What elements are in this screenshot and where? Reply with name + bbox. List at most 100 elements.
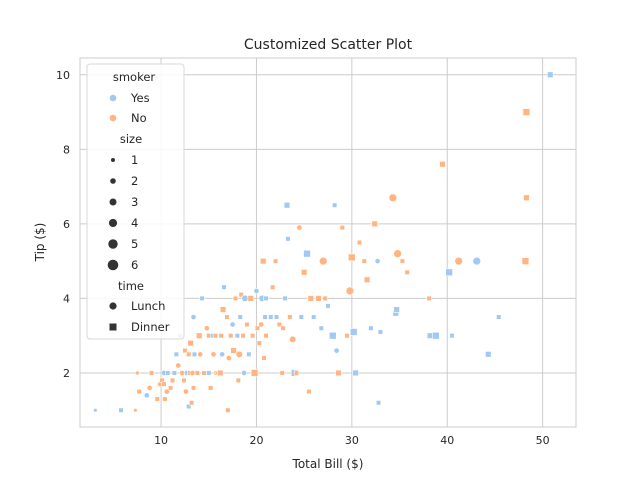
scatter-point <box>188 400 195 406</box>
scatter-point <box>344 333 350 339</box>
scatter-point <box>241 294 249 303</box>
scatter-point <box>250 333 256 339</box>
scatter-point <box>272 258 279 264</box>
scatter-point <box>253 288 260 294</box>
scatter-point <box>217 369 224 377</box>
scatter-point <box>203 325 210 332</box>
scatter-point <box>210 351 217 358</box>
x-tick-label: 10 <box>154 434 168 447</box>
scatter-point <box>133 408 138 413</box>
legend-label-dinner: Dinner <box>131 320 170 334</box>
scatter-point <box>263 295 269 302</box>
y-axis-label: Tip ($) <box>33 223 47 263</box>
scatter-point <box>371 220 378 228</box>
scatter-point <box>439 161 446 168</box>
scatter-point <box>171 370 178 376</box>
scatter-point <box>186 351 192 357</box>
scatter-point <box>404 269 410 275</box>
scatter-point <box>196 332 203 339</box>
scatter-point <box>485 351 492 358</box>
scatter-point <box>426 295 432 302</box>
scatter-point <box>234 333 241 339</box>
x-tick-label: 40 <box>440 434 454 447</box>
x-tick-label: 30 <box>345 434 359 447</box>
scatter-point <box>311 314 317 320</box>
scatter-point <box>261 355 267 361</box>
legend-size-label-3: 3 <box>131 195 138 209</box>
scatter-point <box>136 388 142 395</box>
legend-size-label-6: 6 <box>131 258 138 272</box>
legend-title-time: time <box>118 279 144 293</box>
scatter-point <box>190 314 197 320</box>
legend-size-marker-5 <box>108 239 118 249</box>
x-tick-label: 20 <box>249 434 263 447</box>
scatter-point <box>522 108 531 116</box>
scatter-point <box>246 351 252 357</box>
scatter-point <box>230 347 237 354</box>
scatter-point <box>235 377 241 384</box>
scatter-point <box>259 257 267 265</box>
scatter-point <box>339 224 345 231</box>
scatter-point <box>232 295 239 302</box>
scatter-point <box>306 388 312 395</box>
scatter-point <box>263 333 269 339</box>
scatter-point <box>318 256 328 266</box>
scatter-point <box>262 314 268 320</box>
chart-title: Customized Scatter Plot <box>244 37 413 53</box>
scatter-point <box>258 321 265 328</box>
legend-size-marker-2 <box>110 178 116 184</box>
scatter-point <box>118 407 124 413</box>
scatter-point <box>285 236 291 242</box>
legend-title-smoker: smoker <box>113 70 156 84</box>
legend-size-marker-1 <box>111 158 115 162</box>
scatter-point <box>349 328 358 336</box>
scatter-point <box>221 284 227 290</box>
scatter-point <box>496 314 502 320</box>
x-tick-label: 50 <box>536 434 550 447</box>
scatter-point <box>283 202 291 209</box>
scatter-point <box>393 249 402 258</box>
scatter-point <box>356 239 363 246</box>
scatter-point <box>298 314 304 320</box>
scatter-point <box>300 269 308 276</box>
scatter-point <box>191 351 198 357</box>
scatter-point <box>333 347 340 354</box>
legend: smoker Yes No size 1 2 3 4 5 6 time Lunc… <box>86 63 185 340</box>
scatter-point <box>318 325 324 331</box>
scatter-point <box>393 306 400 313</box>
scatter-point <box>208 385 214 391</box>
scatter-point <box>182 388 189 395</box>
scatter-point <box>169 377 176 384</box>
scatter-point <box>161 381 167 387</box>
plot-frame <box>79 57 577 428</box>
scatter-point <box>454 256 463 266</box>
legend-marker-no <box>109 114 117 122</box>
scatter-point <box>449 333 455 339</box>
legend-box <box>86 63 185 340</box>
scatter-point <box>154 396 160 402</box>
scatter-point <box>194 370 200 376</box>
scatter-point <box>375 400 382 406</box>
scatter-point <box>256 340 262 346</box>
scatter-point <box>199 295 205 302</box>
scatter-point <box>293 370 300 376</box>
scatter-point <box>237 314 243 320</box>
data-points <box>93 71 554 413</box>
scatter-point <box>244 321 250 328</box>
legend-label-lunch: Lunch <box>131 299 165 313</box>
legend-marker-dinner <box>109 323 117 331</box>
scatter-point <box>363 276 371 283</box>
scatter-point <box>303 249 311 258</box>
scatter-point <box>322 295 328 302</box>
legend-marker-yes <box>109 94 117 102</box>
scatter-point <box>173 351 179 357</box>
scatter-point <box>235 350 243 358</box>
scatter-point <box>189 370 196 376</box>
scatter-point <box>93 408 98 413</box>
scatter-point <box>182 347 188 354</box>
scatter-point <box>273 314 280 320</box>
y-tick-label: 2 <box>63 367 70 380</box>
legend-label-no: No <box>131 111 147 125</box>
scatter-point <box>547 71 554 78</box>
scatter-point <box>296 224 303 231</box>
